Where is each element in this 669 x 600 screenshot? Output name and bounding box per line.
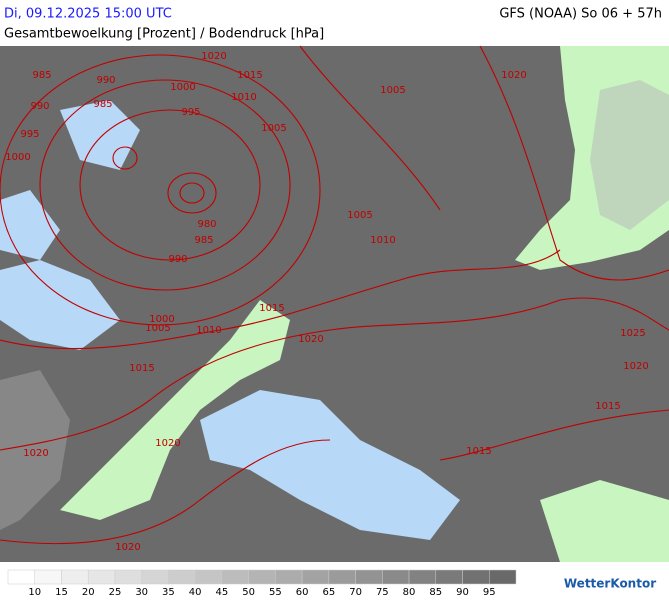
legend-label: 95 — [483, 587, 496, 598]
legend-label: 35 — [162, 587, 175, 598]
isobar-label: 1010 — [196, 325, 221, 336]
legend-swatch — [87, 569, 116, 585]
legend-label: 20 — [82, 587, 95, 598]
isobar-label: 995 — [20, 129, 39, 140]
isobar-label: 1015 — [237, 70, 262, 81]
isobar-label: 985 — [32, 70, 51, 81]
legend-swatch — [301, 569, 330, 585]
cloud — [590, 80, 669, 230]
isobar-label: 1005 — [347, 210, 372, 221]
isobar-label: 985 — [194, 235, 213, 246]
legend-label: 15 — [55, 587, 68, 598]
legend-swatch — [328, 569, 356, 585]
isobar-label: 990 — [30, 101, 49, 112]
legend-label: 40 — [189, 587, 202, 598]
legend-label: 80 — [403, 587, 416, 598]
legend-swatch — [489, 569, 517, 585]
isobar-label: 1005 — [261, 123, 286, 134]
legend-label: 90 — [456, 587, 469, 598]
isobar-label: 1005 — [380, 85, 405, 96]
legend-swatch — [168, 569, 196, 585]
isobar-label: 995 — [181, 107, 200, 118]
legend-swatch — [221, 569, 249, 585]
isobar-label: 1010 — [231, 92, 256, 103]
logo: WetterKontor — [564, 577, 656, 591]
isobar-label: 1015 — [595, 401, 620, 412]
legend-label: 45 — [216, 587, 229, 598]
sea — [200, 390, 460, 540]
legend-label: 25 — [109, 587, 122, 598]
legend-swatch — [61, 569, 89, 585]
isobar-label: 1020 — [501, 70, 526, 81]
isobar-label: 980 — [197, 219, 216, 230]
isobar-label: 1020 — [623, 361, 648, 372]
isobar-label: 1005 — [145, 323, 170, 334]
land — [540, 480, 669, 562]
legend-label: 75 — [376, 587, 389, 598]
map — [0, 45, 669, 562]
isobar-label: 1015 — [129, 363, 154, 374]
isobar-label: 1010 — [370, 235, 395, 246]
isobar-label: 1020 — [23, 448, 48, 459]
isobars — [0, 45, 669, 545]
datetime: Di, 09.12.2025 15:00 UTC — [4, 7, 172, 22]
isobar-label: 1015 — [259, 303, 284, 314]
cloud — [0, 370, 70, 530]
legend-label: 65 — [322, 587, 335, 598]
legend-label: 60 — [296, 587, 309, 598]
legend-label: 55 — [269, 587, 282, 598]
legend-swatch — [408, 569, 437, 585]
legend-label: 70 — [349, 587, 362, 598]
isobar-label: 1000 — [5, 152, 30, 163]
legend-swatch — [248, 569, 276, 585]
legend-swatch — [275, 569, 303, 585]
legend-label: 30 — [135, 587, 148, 598]
legend-label: 50 — [242, 587, 255, 598]
isobar-label: 1020 — [298, 334, 323, 345]
sea — [0, 260, 120, 350]
subtitle: Gesamtbewoelkung [Prozent] / Bodendruck … — [4, 27, 324, 42]
isobar-label: 1000 — [170, 82, 195, 93]
isobar-label: 1020 — [115, 542, 140, 553]
isobar-label: 1000 — [149, 314, 174, 325]
legend-swatch — [141, 569, 169, 585]
legend-label: 10 — [28, 587, 41, 598]
legend-swatch — [7, 569, 35, 585]
isobar-label: 990 — [96, 75, 115, 86]
legend-swatch — [435, 569, 463, 585]
sea — [60, 100, 140, 170]
isobar-label: 1015 — [466, 446, 491, 457]
land — [60, 300, 290, 520]
legend-swatch — [34, 569, 62, 585]
legend: 10 15 20 25 30 35 40 45 50 55 60 65 70 75 80 85 90 95 — [7, 569, 517, 598]
isobar-label: 985 — [93, 99, 112, 110]
legend-swatch — [355, 569, 383, 585]
isobar-label: 1025 — [620, 328, 645, 339]
sea — [0, 190, 60, 260]
legend-swatch — [114, 569, 142, 585]
isobar-labels: 985 9901000101510201010985995990995100510… — [5, 51, 648, 553]
isobar-label: 1020 — [201, 51, 226, 62]
legend-label: 85 — [429, 587, 442, 598]
legend-swatch — [462, 569, 490, 585]
legend-swatch — [382, 569, 410, 585]
legend-swatch — [194, 569, 223, 585]
isobar-label: 1020 — [155, 438, 180, 449]
model-run: GFS (NOAA) So 06 + 57h — [499, 7, 662, 22]
isobar-label: 990 — [168, 254, 187, 265]
